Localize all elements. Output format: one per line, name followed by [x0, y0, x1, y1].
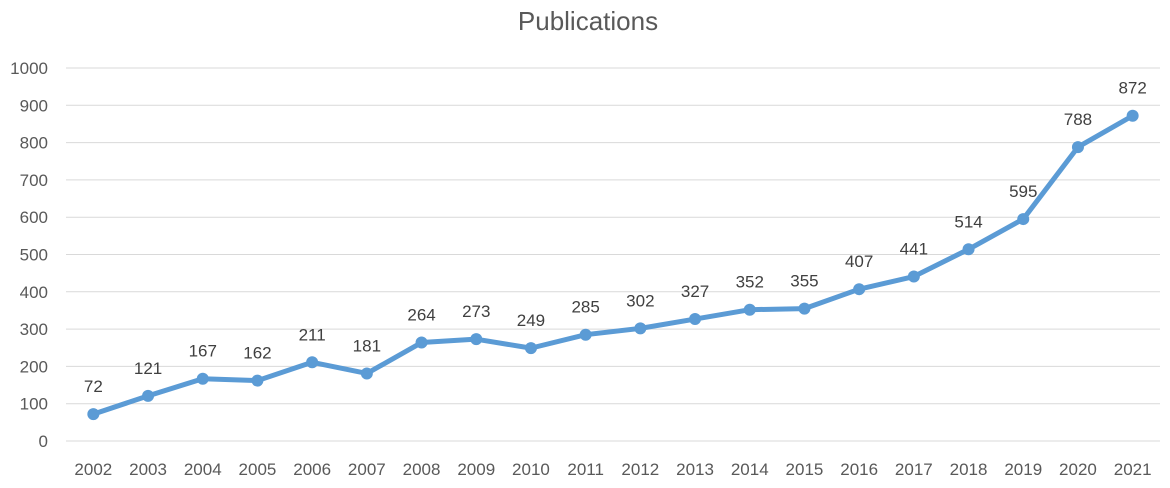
data-point — [634, 322, 647, 335]
data-label: 264 — [407, 306, 435, 325]
data-label: 514 — [954, 212, 982, 231]
data-label: 249 — [517, 311, 545, 330]
data-label: 352 — [736, 273, 764, 292]
y-tick-label: 200 — [20, 357, 48, 376]
x-tick-label: 2003 — [129, 460, 167, 479]
data-labels: 72 121 167 162 211 181 264 273 249 285 302 327 352 35… — [84, 79, 1147, 396]
data-label: 872 — [1118, 79, 1146, 98]
y-tick-label: 700 — [20, 171, 48, 190]
data-label: 595 — [1009, 182, 1037, 201]
x-tick-label: 2021 — [1114, 460, 1152, 479]
x-tick-label: 2020 — [1059, 460, 1097, 479]
x-axis-ticks: 2002 2003 2004 2005 2006 2007 2008 2009 2010 2011… — [74, 460, 1151, 479]
data-label: 162 — [243, 344, 271, 363]
x-tick-label: 2002 — [74, 460, 112, 479]
x-tick-label: 2014 — [731, 460, 769, 479]
x-tick-label: 2009 — [457, 460, 495, 479]
y-tick-label: 1000 — [10, 59, 48, 78]
data-label: 167 — [189, 342, 217, 361]
y-tick-label: 100 — [20, 395, 48, 414]
data-label: 302 — [626, 291, 654, 310]
data-label: 441 — [900, 240, 928, 259]
y-tick-label: 600 — [20, 208, 48, 227]
data-point — [87, 408, 100, 421]
data-point — [907, 270, 920, 283]
data-point — [142, 389, 155, 402]
data-label: 273 — [462, 302, 490, 321]
x-tick-label: 2018 — [950, 460, 988, 479]
x-tick-label: 2012 — [621, 460, 659, 479]
x-tick-label: 2008 — [403, 460, 441, 479]
data-point — [470, 333, 483, 346]
data-point — [524, 342, 537, 355]
data-point — [196, 372, 209, 385]
data-point — [1017, 213, 1030, 226]
data-point — [962, 243, 975, 256]
y-tick-label: 900 — [20, 96, 48, 115]
data-label: 355 — [790, 272, 818, 291]
data-point — [798, 302, 811, 315]
x-tick-label: 2010 — [512, 460, 550, 479]
data-points — [87, 109, 1139, 421]
data-point — [306, 356, 319, 369]
y-tick-label: 300 — [20, 320, 48, 339]
data-label: 285 — [571, 298, 599, 317]
x-tick-label: 2013 — [676, 460, 714, 479]
x-tick-label: 2006 — [293, 460, 331, 479]
data-label: 407 — [845, 252, 873, 271]
data-label: 181 — [353, 336, 381, 355]
data-label: 72 — [84, 377, 103, 396]
x-tick-label: 2011 — [567, 460, 604, 479]
data-point — [579, 328, 592, 341]
data-point — [1071, 141, 1084, 154]
data-label: 211 — [299, 325, 326, 344]
data-point — [743, 303, 756, 316]
x-tick-label: 2005 — [239, 460, 277, 479]
data-point — [1126, 109, 1139, 122]
gridlines — [66, 67, 1160, 442]
data-point — [853, 283, 866, 296]
y-tick-label: 500 — [20, 246, 48, 265]
y-tick-label: 0 — [39, 432, 48, 451]
data-point — [360, 367, 373, 380]
y-tick-label: 400 — [20, 283, 48, 302]
series-line-group — [90, 113, 1136, 417]
data-point — [689, 313, 702, 326]
data-point — [251, 374, 264, 387]
data-point — [415, 336, 428, 349]
series-line — [90, 113, 1136, 417]
x-tick-label: 2016 — [840, 460, 878, 479]
x-tick-label: 2004 — [184, 460, 222, 479]
y-tick-label: 800 — [20, 134, 48, 153]
data-label: 788 — [1064, 110, 1092, 129]
x-tick-label: 2015 — [786, 460, 824, 479]
data-label: 327 — [681, 282, 709, 301]
data-label: 121 — [134, 359, 162, 378]
x-tick-label: 2007 — [348, 460, 386, 479]
x-tick-label: 2017 — [895, 460, 933, 479]
x-tick-label: 2019 — [1004, 460, 1042, 479]
y-axis-ticks: 0 100 200 300 400 500 600 700 800 900 1000 — [10, 59, 48, 451]
chart-title: Publications — [518, 6, 658, 36]
